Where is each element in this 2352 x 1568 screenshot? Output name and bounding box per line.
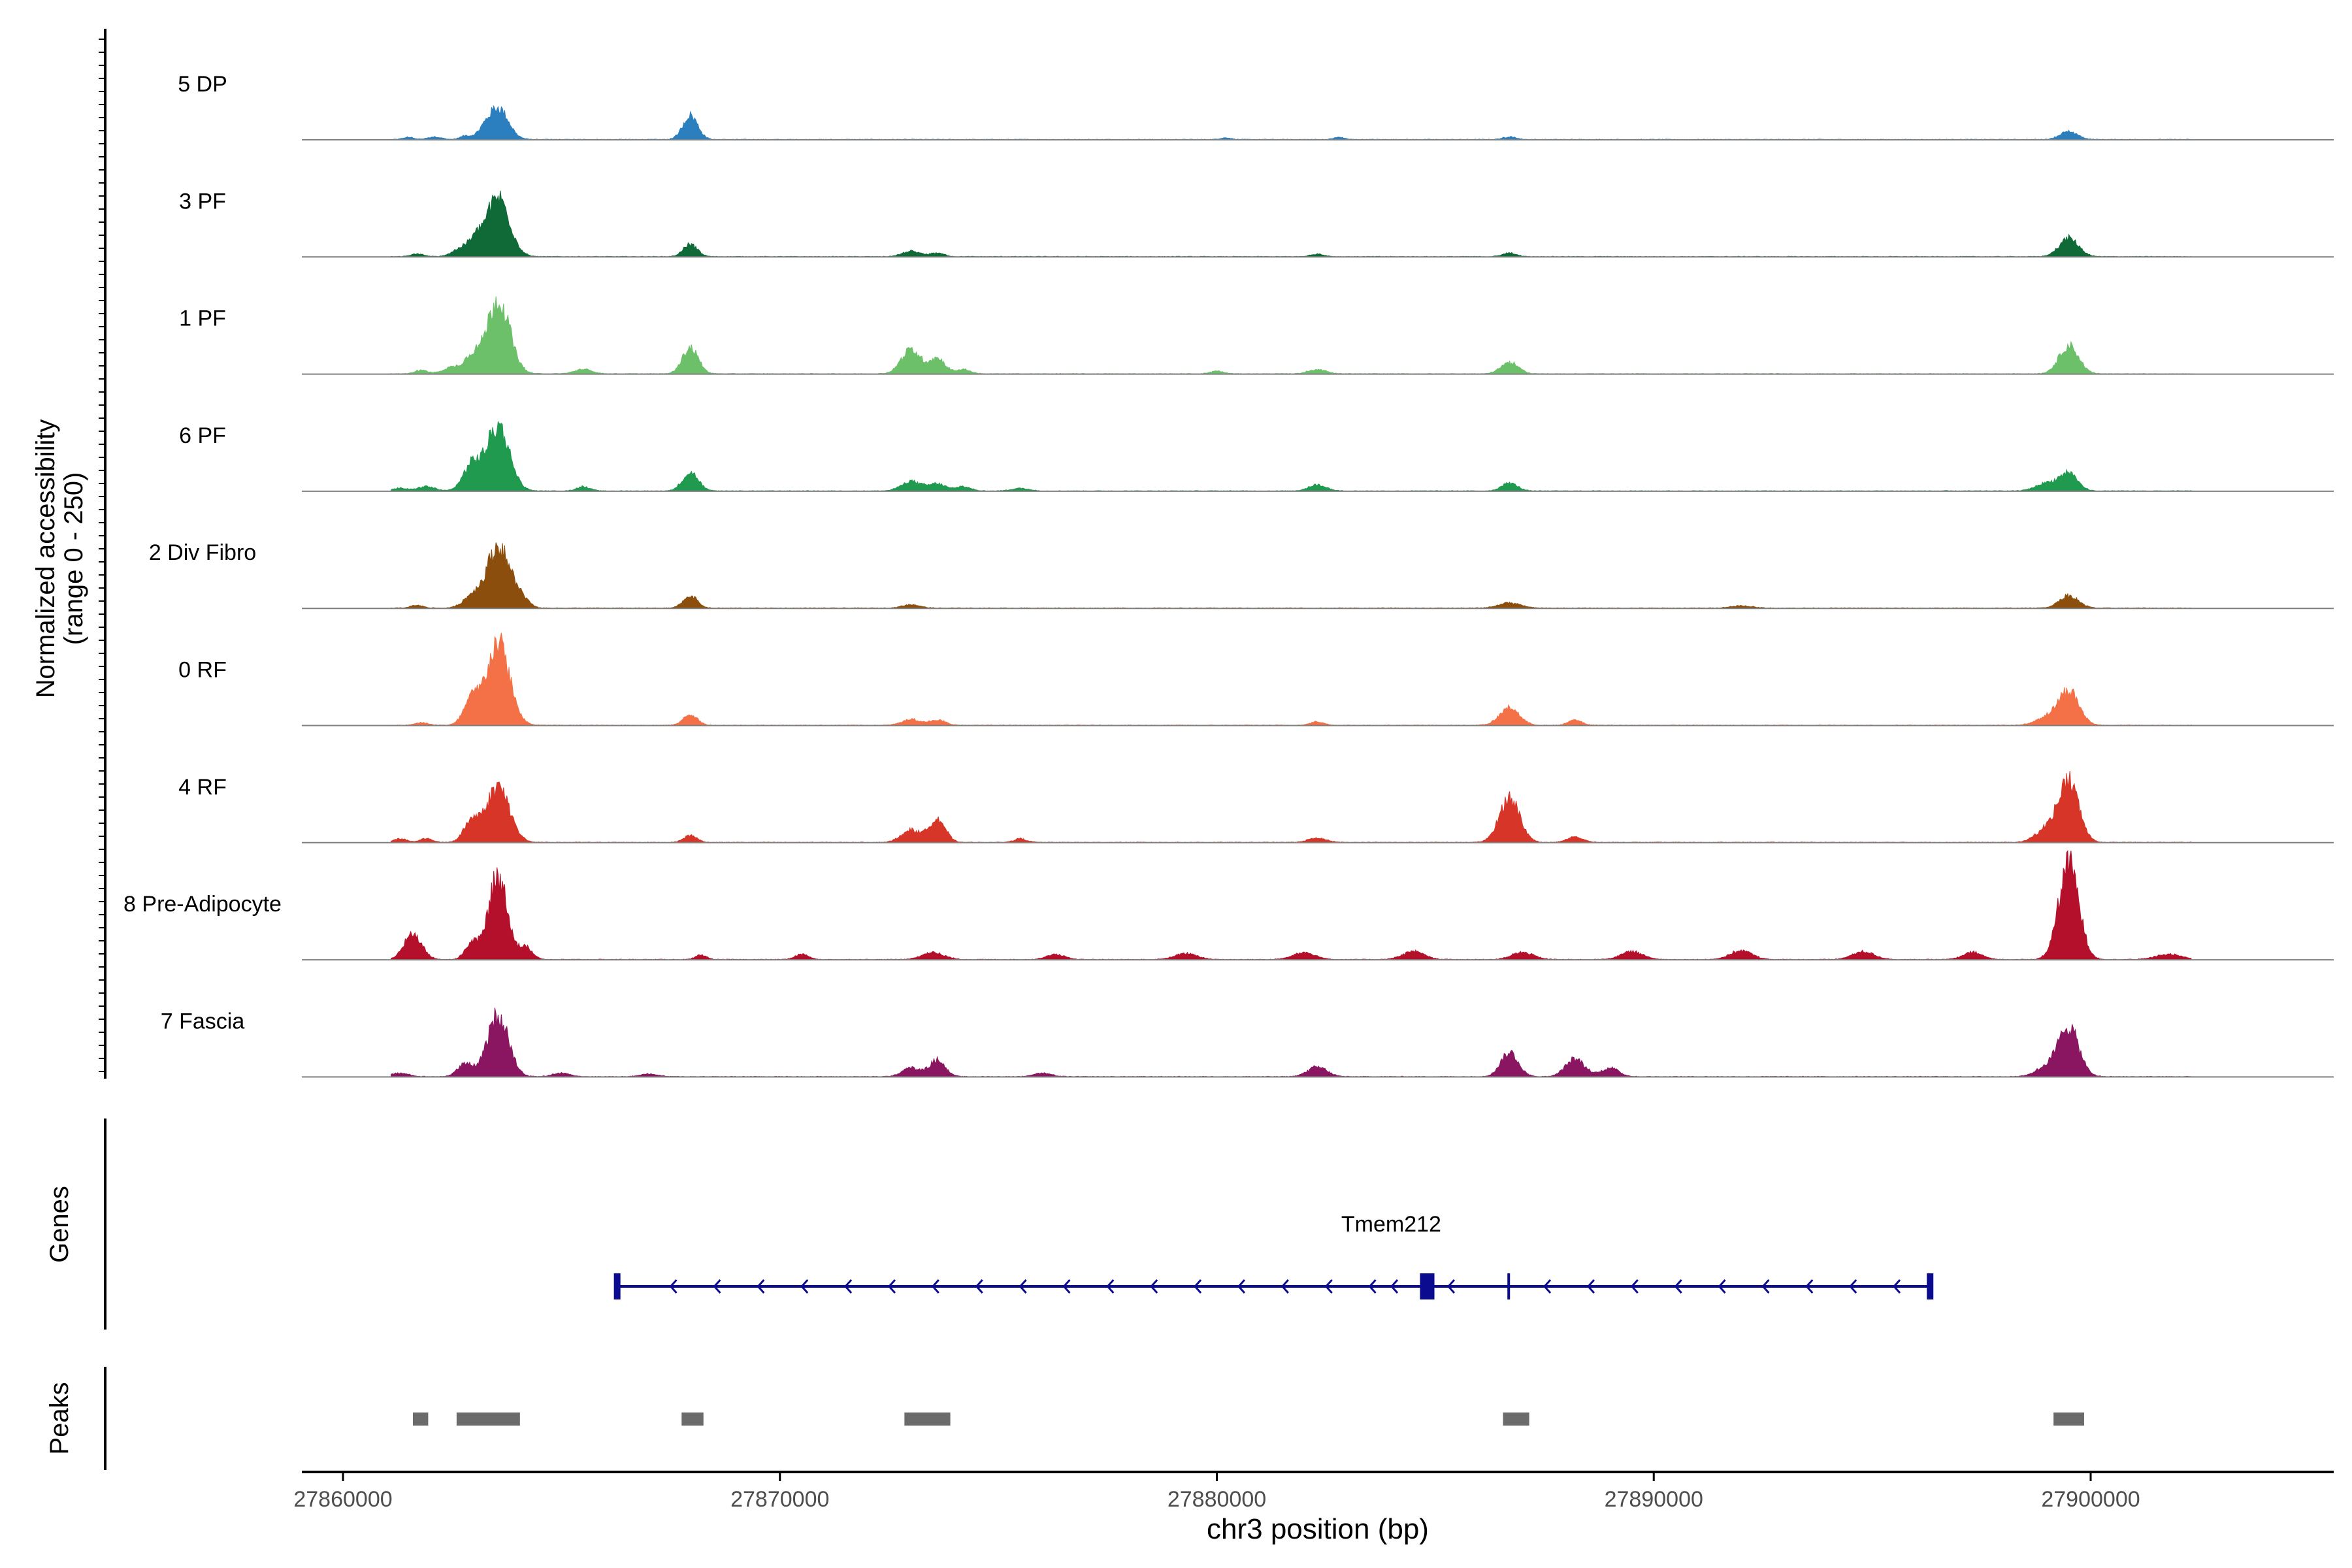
gene-strand-arrow [975, 1279, 983, 1294]
gene-strand-arrow [1390, 1279, 1399, 1294]
track-label-7: 8 Pre-Adipocyte [123, 892, 282, 917]
y-axis-label-line2: (range 0 - 250) [59, 472, 88, 645]
coverage-tracks: 5 DP 3 PF 1 PF 6 PF 2 Div Fibro 0 RF 4 RF 8 Pre… [123, 72, 2334, 1078]
gene-strand-arrow [1281, 1279, 1289, 1294]
gene-strand-arrow [844, 1279, 853, 1294]
gene-strand-arrow [1805, 1279, 1814, 1294]
track-label-4: 2 Div Fibro [149, 540, 256, 565]
track-label-5: 0 RF [178, 658, 227, 683]
gene-strand-arrow [1718, 1279, 1726, 1294]
peaks-panel-label: Peaks [45, 1382, 74, 1454]
gene-strand-arrow [1674, 1279, 1682, 1294]
gene-name-label: Tmem212 [1341, 1212, 1441, 1237]
x-tick-label: 27860000 [293, 1487, 392, 1512]
gene-exon [1927, 1273, 1934, 1299]
peak-region-bar [456, 1413, 520, 1426]
track-0: 5 DP [178, 72, 2334, 140]
track-label-1: 3 PF [179, 189, 226, 214]
peak-region-bar [681, 1413, 704, 1426]
peak-region-bar [904, 1413, 951, 1426]
x-tick-label: 27870000 [730, 1487, 829, 1512]
gene-strand-arrow [1150, 1279, 1158, 1294]
gene-strand-arrow [1761, 1279, 1770, 1294]
track-4: 2 Div Fibro [149, 540, 2334, 610]
track-6: 4 RF [178, 770, 2334, 843]
gene-strand-arrow [1194, 1279, 1202, 1294]
gene-annotation: Tmem212 [613, 1212, 1934, 1299]
coverage-y-axis-ticks [99, 39, 105, 1072]
gene-exon [1420, 1273, 1435, 1299]
gene-strand-arrow [1062, 1279, 1071, 1294]
track-label-6: 4 RF [178, 775, 227, 800]
gene-strand-arrow [1324, 1279, 1333, 1294]
gene-strand-arrow [1543, 1279, 1552, 1294]
gene-strand-arrow [1368, 1279, 1377, 1294]
peak-region-bar [1503, 1413, 1529, 1426]
peak-region-bar [413, 1413, 429, 1426]
track-3: 6 PF [179, 421, 2334, 492]
track-label-3: 6 PF [179, 423, 226, 448]
track-8: 7 Fascia [161, 1007, 2334, 1078]
gene-strand-arrow [887, 1279, 896, 1294]
peak-regions [413, 1413, 2084, 1426]
track-label-2: 1 PF [179, 306, 226, 331]
gene-strand-arrow [1019, 1279, 1027, 1294]
x-tick-label: 27900000 [2041, 1487, 2140, 1512]
gene-strand-arrow [1586, 1279, 1595, 1294]
x-tick-label: 27880000 [1168, 1487, 1266, 1512]
gene-strand-arrow [669, 1279, 678, 1294]
track-label-0: 5 DP [178, 72, 227, 97]
track-1: 3 PF [179, 189, 2334, 258]
gene-strand-arrow [757, 1279, 765, 1294]
gene-strand-arrow [800, 1279, 809, 1294]
gene-strand-arrow [1106, 1279, 1115, 1294]
track-label-8: 7 Fascia [161, 1009, 245, 1034]
gene-strand-arrow [1630, 1279, 1639, 1294]
gene-exon [1507, 1273, 1511, 1299]
peak-region-bar [2053, 1413, 2084, 1426]
genes-panel-label: Genes [45, 1186, 74, 1263]
track-7: 8 Pre-Adipocyte [123, 849, 2334, 961]
gene-strand-arrow [713, 1279, 721, 1294]
gene-strand-arrow [931, 1279, 939, 1294]
y-axis-label-line1: Normalized accessibility [31, 419, 60, 698]
gene-strand-arrow [1237, 1279, 1246, 1294]
gene-strand-arrow [1446, 1279, 1456, 1294]
x-axis-ticks: 27860000 27870000 27880000 27890000 27900000 [293, 1472, 2140, 1512]
x-axis-label: chr3 position (bp) [1207, 1513, 1429, 1545]
x-tick-label: 27890000 [1605, 1487, 1703, 1512]
gene-exon [613, 1273, 621, 1299]
gene-strand-arrow [1893, 1279, 1901, 1294]
track-2: 1 PF [179, 296, 2334, 375]
track-5: 0 RF [178, 632, 2334, 727]
gene-strand-arrow [1849, 1279, 1857, 1294]
